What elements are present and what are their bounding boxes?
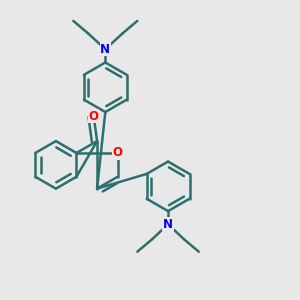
Text: O: O (89, 110, 99, 123)
Text: O: O (113, 146, 123, 160)
Text: N: N (163, 218, 173, 231)
Text: N: N (100, 43, 110, 56)
